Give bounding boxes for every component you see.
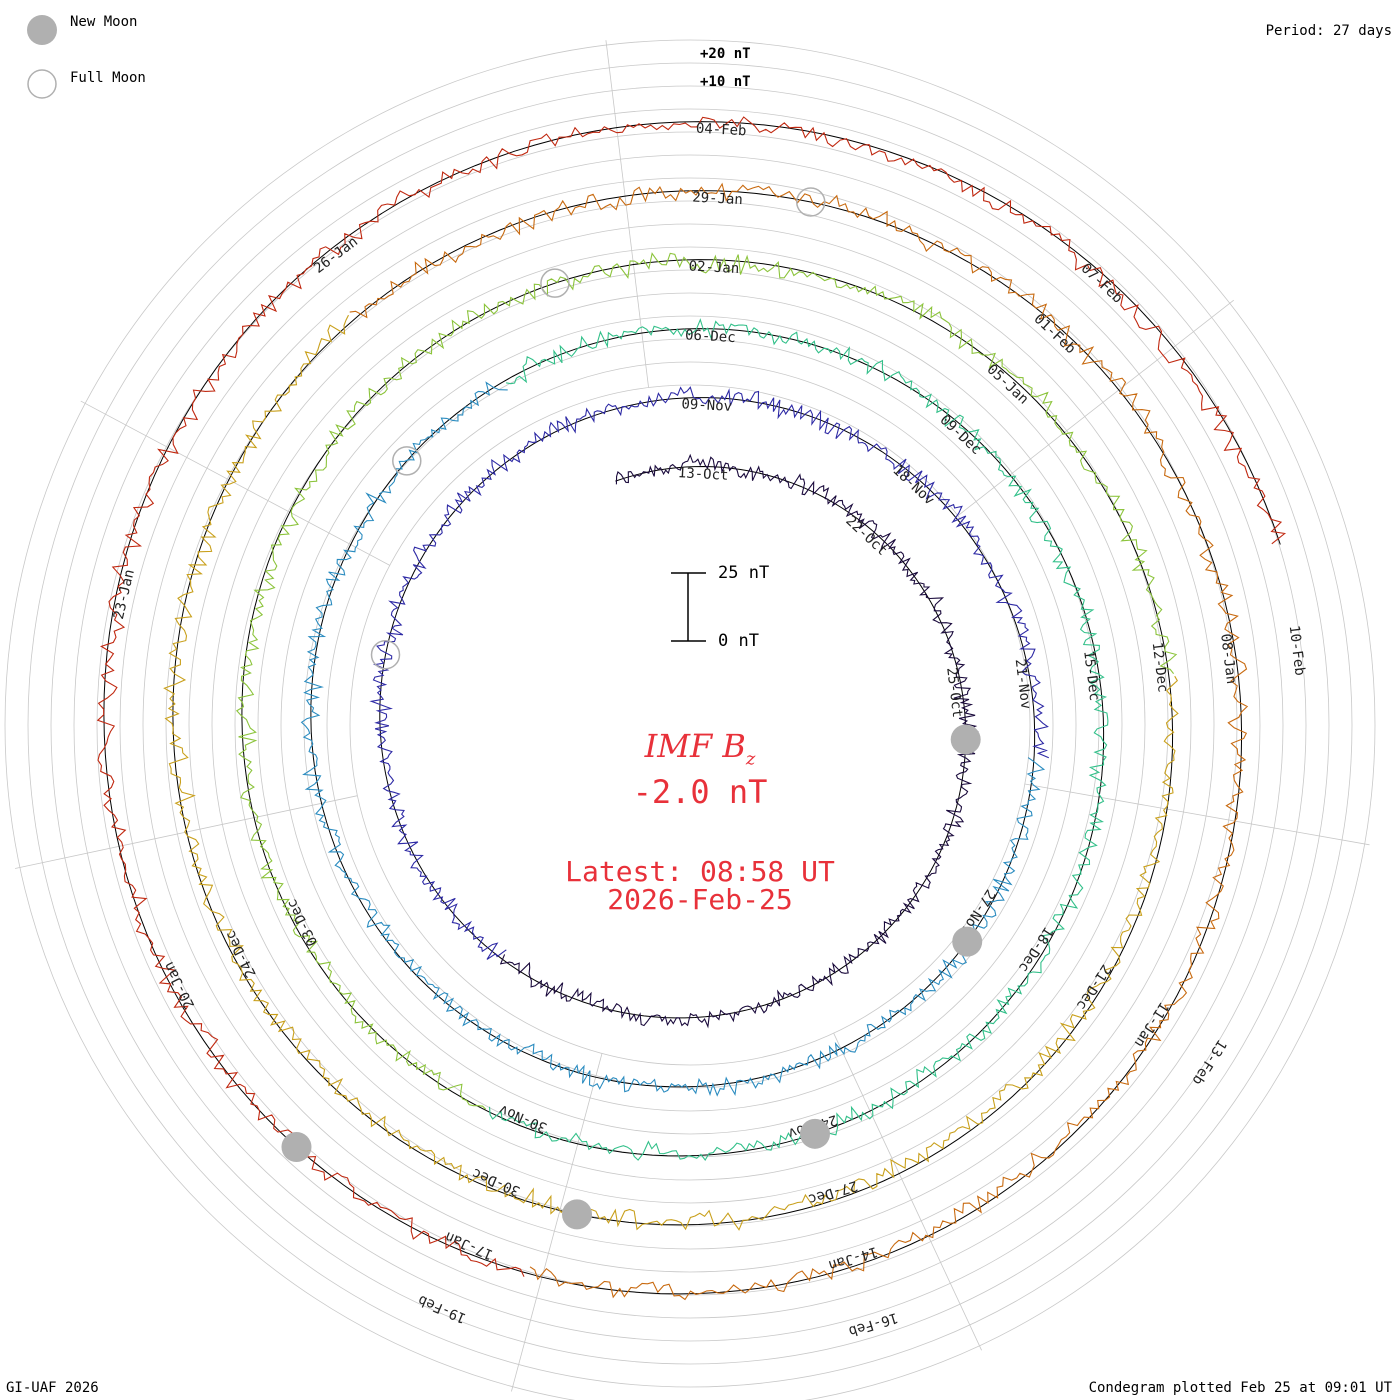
grid-spoke [957,299,1234,516]
grid-spoke [1024,783,1370,846]
date-tick-label: 07-Feb [1078,261,1126,307]
new-moon-marker [281,1131,312,1162]
grid-circle [165,200,1215,1250]
bz-trace-segment-4 [488,318,1109,1161]
grid-circle [349,384,1031,1066]
new-moon-marker [562,1199,593,1230]
date-tick-label: 06-Dec [685,327,736,346]
date-tick-label: 11-Jan [1131,999,1172,1050]
date-tick-label: 09-Nov [681,396,732,415]
date-tick-label: 12-Dec [1149,641,1171,693]
imf-title-sub: z [745,748,756,770]
date-tick-label: 09-Dec [936,412,984,458]
date-tick-label: 13-Oct [677,465,728,484]
bz-trace-segment-7 [349,182,1249,1301]
imf-current-value: -2.0 nT [632,773,768,811]
credit-label: GI-UAF 2026 [6,1380,99,1396]
date-tick-label: 22-Oct [842,513,890,559]
date-tick-label: 13-Feb [1189,1036,1230,1087]
date-tick-label: 01-Feb [1031,311,1079,357]
grid-circle [326,361,1054,1089]
bz-trace-segment-1 [499,453,979,1029]
grid-circle [257,292,1123,1158]
date-tick-label: 08-Jan [1217,633,1239,685]
grid-circle [4,39,1376,1400]
new-moon-legend-icon [27,15,57,45]
grid-circle [27,62,1353,1388]
grid-circle [73,108,1307,1342]
scale-bar-top-label: 25 nT [718,563,770,583]
imf-title: IMF Bz [0,727,1400,769]
ring-label-10nT: +10 nT [700,74,751,90]
date-tick-label: 10-Feb [1286,624,1308,676]
ring-label-20nT: +20 nT [700,46,751,62]
date-tick-label: 29-Jan [692,190,743,209]
full-moon-legend-icon [27,69,57,99]
grid-circle [96,131,1284,1319]
date-tick-label: 23-Jan [111,568,138,621]
full-moon-marker [392,446,422,476]
date-tick-label: 18-Nov [889,462,937,508]
scale-bar-bottom-label: 0 nT [718,631,759,651]
date-tick-label: 04-Feb [696,121,747,140]
date-tick-label: 27-Dec [806,1177,859,1207]
grid-circle [119,154,1261,1296]
imf-title-main: IMF B [644,727,746,765]
date-tick-label: 21-Nov [1012,658,1034,710]
grid-spoke [605,40,649,388]
period-label: Period: 27 days [1265,23,1392,39]
date-tick-label: 26-Jan [311,234,361,277]
full-moon-marker [370,639,401,670]
full-moon-legend-label: Full Moon [70,70,146,86]
bz-trace-segment-2 [369,386,1050,960]
grid-spoke [511,1053,603,1392]
date-tick-label: 25-Oct [943,666,965,718]
latest-time: Latest: 08:58 UT [565,855,835,888]
bz-trace-segment-8 [96,116,1287,1277]
new-moon-legend-label: New Moon [70,14,138,30]
latest-date: 2026-Feb-25 [607,883,793,916]
date-tick-label: 02-Jan [688,258,739,277]
grid-circle [188,223,1192,1227]
grid-circle [211,246,1169,1204]
new-moon-marker [950,724,981,755]
plotted-label: Condegram plotted Feb 25 at 09:01 UT [1088,1380,1392,1396]
bz-trace-segment-5 [235,252,1178,1110]
grid-spoke [80,400,390,566]
date-tick-label: 16-Feb [847,1309,900,1339]
bz-trace-segment-3 [300,381,1046,1097]
new-moon-marker [799,1118,830,1149]
date-tick-label: 15-Dec [1080,650,1102,702]
full-moon-marker [540,268,570,298]
grid-circle [280,315,1100,1135]
date-tick-label: 14-Jan [826,1243,879,1273]
grid-spoke [833,1032,982,1351]
full-moon-marker [795,187,826,217]
bz-trace-segment-6 [163,314,1179,1231]
grid-circle [50,85,1330,1365]
grid-circle [234,269,1146,1181]
new-moon-marker [952,926,983,957]
grid-circle [142,177,1238,1273]
